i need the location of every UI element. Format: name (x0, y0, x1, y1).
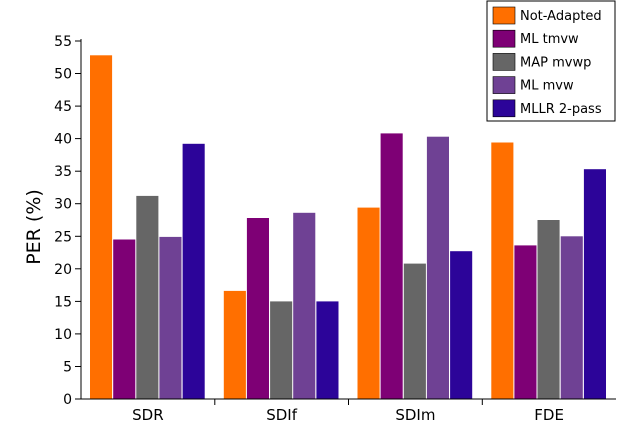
legend-label: ML tmvw (520, 32, 579, 47)
bar-fde-map-mvwp (537, 220, 560, 399)
bar-sdif-ml-tmvw (246, 218, 269, 399)
x-tick-label: SDIf (266, 406, 297, 424)
y-tick-label: 30 (54, 197, 72, 213)
y-tick-label: 55 (54, 34, 72, 50)
bar-fde-mllr-2-pass (583, 169, 606, 399)
legend-swatch (492, 53, 516, 71)
y-tick-label: 10 (54, 327, 72, 343)
legend-label: MAP mvwp (520, 55, 591, 70)
x-tick-label: SDR (132, 406, 164, 424)
legend-label: MLLR 2-pass (520, 102, 602, 117)
bar-fde-ml-mvw (560, 236, 583, 399)
legend-swatch (492, 76, 516, 94)
bar-sdr-not-adapted (90, 55, 113, 400)
bar-sdr-ml-tmvw (113, 239, 136, 399)
y-axis-title: PER (%) (23, 189, 45, 265)
bar-sdr-ml-mvw (159, 236, 182, 399)
bar-sdif-map-mvwp (270, 301, 293, 399)
legend: Not-Adapted ML tmvw MAP mvwp ML mvw MLLR 2-p… (486, 0, 616, 122)
y-tick-label: 0 (63, 392, 72, 408)
bar-sdif-mllr-2-pass (316, 301, 339, 399)
bar-sdr-mllr-2-pass (182, 143, 205, 399)
bar-sdim-not-adapted (357, 207, 380, 399)
legend-swatch (492, 29, 516, 48)
bar-sdr-map-mvwp (136, 195, 159, 399)
y-tick-label: 5 (63, 360, 72, 376)
x-tick-label: FDE (534, 406, 564, 424)
y-tick-label: 20 (54, 262, 72, 278)
y-tick-label: 35 (54, 164, 72, 180)
legend-swatch (492, 99, 516, 118)
axes-layer: SDR SDIf SDIm FDE 0 5 10 15 20 25 30 35 40 45 50 55 (54, 34, 616, 424)
bar-sdim-ml-mvw (426, 136, 449, 399)
bar-fde-ml-tmvw (514, 245, 537, 399)
y-tick-label: 45 (54, 99, 72, 115)
y-tick-label: 25 (54, 229, 72, 245)
bar-sdif-not-adapted (223, 290, 246, 399)
bar-sdim-mllr-2-pass (450, 251, 473, 399)
y-tick-label: 50 (54, 67, 72, 83)
bars-layer (90, 55, 606, 400)
legend-swatch (492, 6, 516, 25)
legend-label: Not-Adapted (520, 9, 602, 24)
x-tick-label: SDIm (395, 406, 435, 424)
y-tick-label: 40 (54, 132, 72, 148)
bar-sdim-ml-tmvw (380, 133, 403, 399)
bar-fde-not-adapted (491, 142, 514, 399)
legend-label: ML mvw (520, 79, 574, 94)
bar-sdif-ml-mvw (293, 212, 316, 399)
bar-sdim-map-mvwp (403, 263, 426, 399)
y-tick-label: 15 (54, 294, 72, 310)
